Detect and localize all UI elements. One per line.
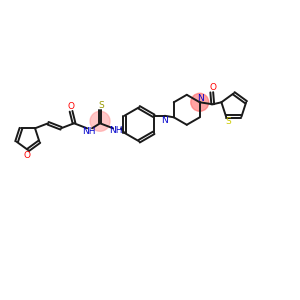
Text: O: O <box>23 151 31 160</box>
Text: S: S <box>225 117 231 126</box>
Circle shape <box>191 93 209 111</box>
Text: O: O <box>209 83 216 92</box>
Text: N: N <box>197 94 204 103</box>
Text: NH: NH <box>82 127 96 136</box>
Text: NH: NH <box>109 126 123 135</box>
Circle shape <box>90 111 110 131</box>
Text: N: N <box>161 116 168 125</box>
Text: O: O <box>68 102 75 111</box>
Text: S: S <box>98 101 104 110</box>
